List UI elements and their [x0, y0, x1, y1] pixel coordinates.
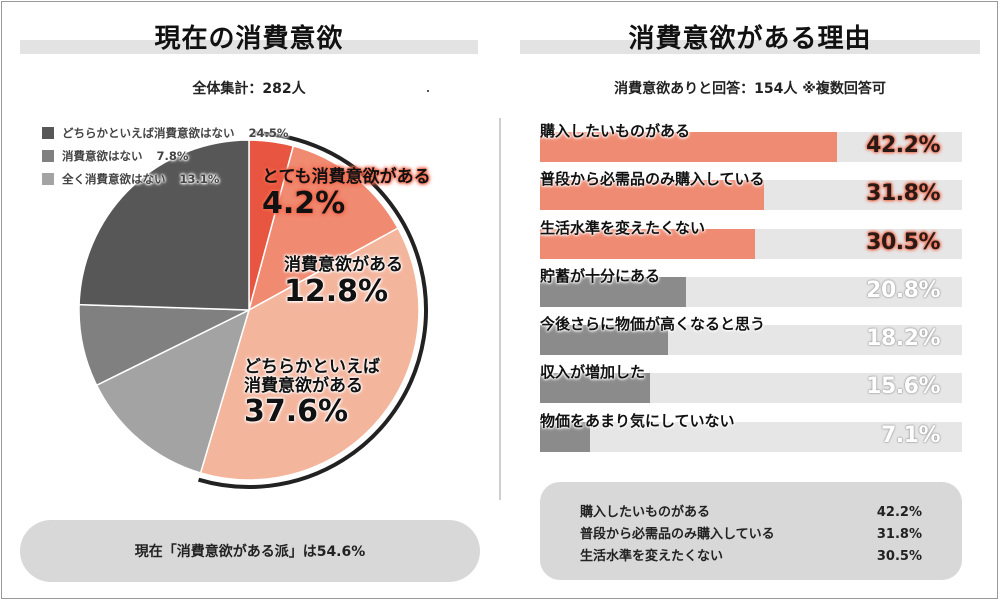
bar-label: 収入が増加した	[540, 363, 646, 382]
bar-track	[540, 276, 962, 307]
left-summary-pill: 現在「消費意欲がある派」は54.6%	[20, 520, 480, 582]
legend-item: 消費意欲はない 7.8%	[42, 144, 288, 167]
bar	[540, 373, 650, 404]
bar-track	[540, 132, 962, 162]
bar	[540, 325, 668, 356]
pie-label-text: 12.8%	[284, 273, 389, 309]
left-panel-title: 現在の消費意欲	[154, 24, 344, 54]
right-title-underline	[520, 40, 980, 54]
bar-track	[540, 228, 962, 259]
willing-group-outline	[197, 131, 429, 489]
bar-row: 貯蓄が十分にある 20.8%	[540, 265, 962, 313]
legend-value: 13.1%	[179, 171, 220, 186]
pie-chart	[78, 131, 429, 489]
pie-slice-rather-not	[78, 139, 250, 311]
right-panel-title: 消費意欲がある理由	[628, 24, 872, 54]
bar-track	[540, 421, 962, 452]
bar-row: 生活水準を変えたくない 30.5%	[540, 217, 962, 265]
bar	[540, 421, 590, 452]
pie-label-rather: どちらかといえば 消費意欲がある 37.6%	[244, 357, 380, 430]
legend-value: 7.8%	[156, 148, 189, 163]
pie-label-text: 4.2%	[262, 185, 346, 221]
summary-value: 42.2%	[876, 505, 922, 520]
legend-item: どちらかといえば消費意欲はない 24.5%	[42, 121, 288, 144]
reason-bar-chart: 購入したいものがある 42.2% 普段から必需品のみ購入している 31.8% 生活水準を…	[540, 120, 962, 458]
pie-slice-rather	[199, 227, 420, 481]
bar-value: 42.2%	[866, 133, 940, 158]
bar-row: 普段から必需品のみ購入している 31.8%	[540, 168, 962, 216]
bar	[540, 228, 755, 259]
stray-dot	[427, 90, 429, 92]
pie-slice-none	[95, 308, 251, 474]
pie-legend: どちらかといえば消費意欲はない 24.5% 消費意欲はない 7.8% 全く消費意欲はない…	[42, 121, 288, 190]
bar	[540, 180, 764, 211]
pie-label-very: とても消費意欲がある 4.2%	[262, 168, 431, 220]
pie-label-text: とても消費意欲がある	[262, 167, 431, 187]
bar-value: 7.1%	[880, 422, 941, 448]
bar-label: 普段から必需品のみ購入している	[540, 170, 765, 189]
pie-label-some: 消費意欲がある 12.8%	[284, 256, 403, 308]
pie-slice-some	[247, 144, 399, 312]
summary-value: 30.5%	[876, 549, 922, 564]
summary-row: 購入したいものがある 42.2%	[580, 502, 922, 524]
right-summary-box: 購入したいものがある 42.2% 普段から必需品のみ購入している 31.8% 生活水準を…	[540, 482, 962, 580]
left-panel-subtitle: 全体集計：282人	[192, 81, 306, 97]
summary-label: 普段から必需品のみ購入している	[580, 527, 775, 542]
summary-row: 普段から必需品のみ購入している 31.8%	[580, 524, 922, 546]
bar-label: 物価をあまり気にしていない	[540, 411, 735, 430]
legend-swatch	[42, 172, 54, 185]
summary-value: 31.8%	[876, 527, 922, 542]
bar-label: 今後さらに物価が高くなると思う	[540, 315, 766, 334]
pie-label-text: 消費意欲がある	[244, 375, 363, 396]
bar-label: 貯蓄が十分にある	[540, 266, 661, 285]
legend-label: 全く消費意欲はない	[62, 171, 166, 186]
legend-swatch	[42, 126, 54, 139]
summary-row: 生活水準を変えたくない 30.5%	[580, 546, 922, 568]
bar-label: 生活水準を変えたくない	[540, 218, 706, 237]
legend-label: 消費意欲はない	[62, 148, 143, 163]
right-panel-subtitle: 消費意欲ありと回答：154人 ※複数回答可	[614, 81, 886, 97]
bar-row: 購入したいものがある 42.2%	[540, 120, 962, 168]
bar-value: 15.6%	[866, 374, 940, 400]
bar-value: 31.8%	[866, 181, 940, 207]
bar-row: 物価をあまり気にしていない 7.1%	[540, 410, 962, 458]
bar-row: 今後さらに物価が高くなると思う 18.2%	[540, 313, 962, 361]
bar	[540, 276, 687, 307]
bar-value: 20.8%	[866, 277, 940, 303]
pie-label-text: どちらかといえば	[244, 357, 380, 377]
bar-track	[540, 373, 962, 404]
legend-swatch	[42, 149, 54, 162]
legend-item: 全く消費意欲はない 13.1%	[42, 167, 288, 190]
bar-value: 30.5%	[866, 229, 940, 255]
legend-label: どちらかといえば消費意欲はない	[62, 125, 235, 140]
summary-label: 購入したいものがある	[580, 505, 711, 520]
legend-value: 24.5%	[248, 125, 289, 140]
pie-label-text: 37.6%	[244, 394, 349, 430]
bar-value: 18.2%	[866, 326, 940, 352]
bar-track	[540, 180, 962, 211]
bar-track	[540, 325, 962, 356]
bar-label: 購入したいものがある	[540, 122, 691, 140]
summary-label: 生活水準を変えたくない	[580, 549, 724, 564]
pie-label-text: 消費意欲がある	[284, 255, 403, 275]
panel-divider	[499, 118, 501, 500]
left-title-underline	[20, 40, 478, 54]
bar-row: 収入が増加した 15.6%	[540, 361, 962, 409]
bar	[540, 132, 837, 162]
